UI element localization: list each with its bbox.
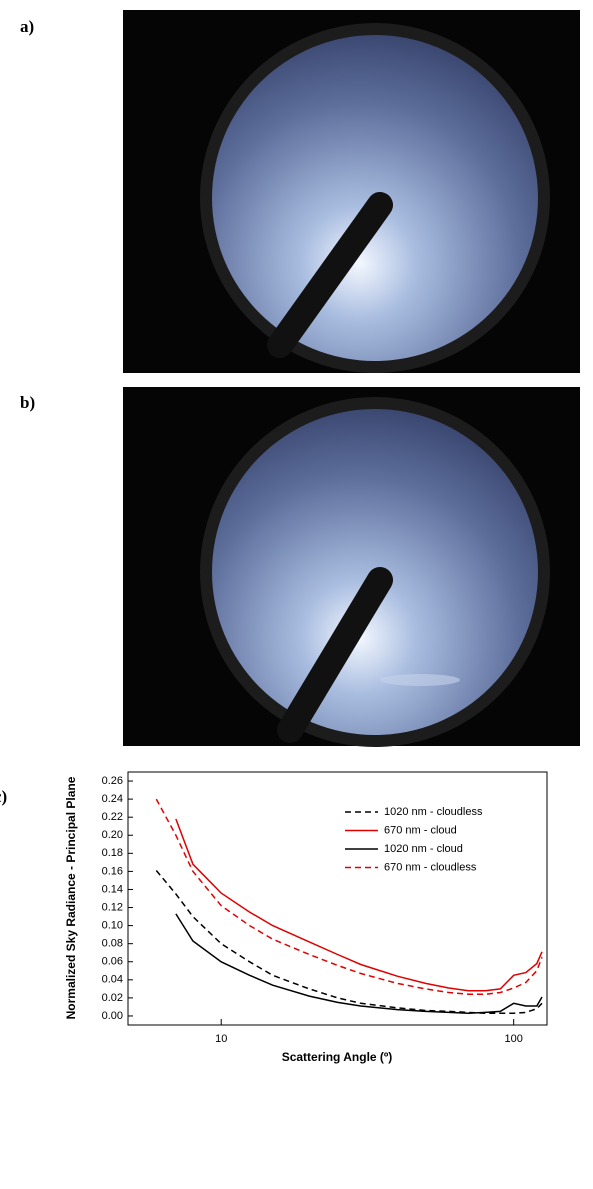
y-tick-label: 0.12 bbox=[102, 901, 123, 913]
y-tick-label: 0.16 bbox=[102, 865, 123, 877]
y-tick-label: 0.14 bbox=[102, 883, 123, 895]
y-tick-label: 0.24 bbox=[102, 793, 123, 805]
legend-label: 670 nm - cloudless bbox=[384, 861, 477, 873]
sky-image-a bbox=[123, 10, 580, 373]
panel-label: c) bbox=[0, 787, 7, 806]
series-line bbox=[175, 913, 543, 1015]
x-tick-label: 10 bbox=[215, 1033, 227, 1045]
y-tick-label: 0.00 bbox=[102, 1010, 123, 1022]
y-tick-label: 0.06 bbox=[102, 956, 123, 968]
panel-label: a) bbox=[20, 17, 34, 36]
y-tick-label: 0.20 bbox=[102, 829, 123, 841]
series-line bbox=[155, 870, 543, 1015]
y-tick-label: 0.10 bbox=[102, 920, 123, 932]
legend-label: 670 nm - cloud bbox=[384, 824, 457, 836]
y-tick-label: 0.02 bbox=[102, 992, 123, 1004]
x-axis-label: Scattering Angle (º) bbox=[282, 1050, 393, 1064]
y-tick-label: 0.26 bbox=[102, 775, 123, 787]
panel-label: b) bbox=[20, 393, 35, 412]
plot-frame bbox=[127, 771, 548, 1026]
sky-image-b bbox=[123, 387, 580, 747]
series-line bbox=[155, 798, 543, 996]
y-tick-label: 0.22 bbox=[102, 811, 123, 823]
series-line bbox=[175, 818, 543, 992]
x-tick-label: 100 bbox=[504, 1033, 522, 1045]
y-tick-label: 0.08 bbox=[102, 938, 123, 950]
y-axis-label: Normalized Sky Radiance - Principal Plan… bbox=[64, 776, 78, 1019]
legend-label: 1020 nm - cloud bbox=[384, 843, 463, 855]
y-tick-label: 0.04 bbox=[102, 974, 123, 986]
legend-label: 1020 nm - cloudless bbox=[384, 806, 483, 818]
y-tick-label: 0.18 bbox=[102, 847, 123, 859]
